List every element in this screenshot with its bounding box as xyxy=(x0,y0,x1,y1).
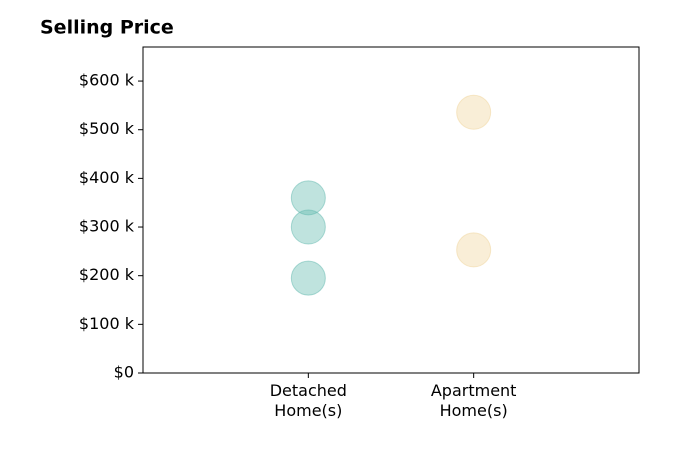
y-tick-label: $400 k xyxy=(79,168,135,187)
y-tick-label: $300 k xyxy=(79,217,135,236)
x-tick-label: Detached Home(s) xyxy=(269,381,347,420)
y-tick-label: $600 k xyxy=(79,71,135,90)
y-tick-label: $500 k xyxy=(79,119,135,138)
y-tick-label: $100 k xyxy=(79,314,135,333)
point xyxy=(456,232,492,268)
point xyxy=(290,260,326,296)
point xyxy=(290,209,326,245)
plot-frame xyxy=(142,46,640,374)
point xyxy=(456,94,492,130)
point xyxy=(290,180,326,216)
y-tick-label: $200 k xyxy=(79,265,135,284)
y-tick-label: $0 xyxy=(114,363,134,382)
chart-title: Selling Price xyxy=(40,17,174,39)
x-tick-label: Apartment Home(s) xyxy=(430,381,517,420)
